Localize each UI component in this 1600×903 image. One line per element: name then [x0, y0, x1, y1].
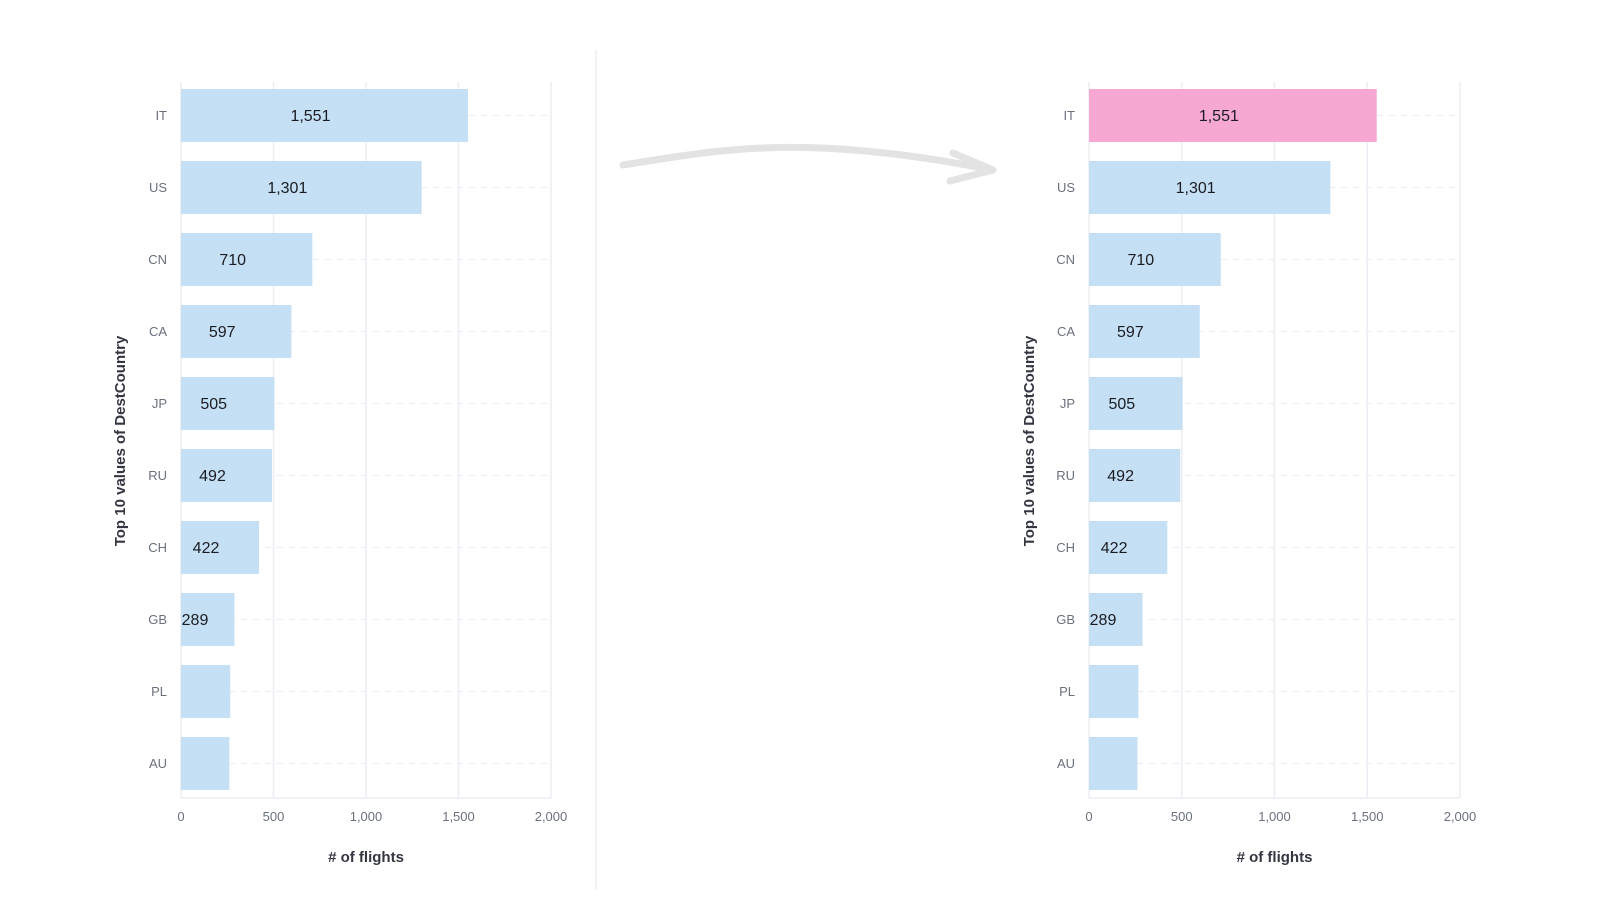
x-axis-title: # of flights	[328, 849, 404, 866]
x-tick-label: 500	[1171, 809, 1193, 824]
bar-value-label: 492	[1107, 468, 1134, 485]
x-tick-label: 500	[263, 809, 285, 824]
bar-cn	[181, 233, 313, 286]
y-tick-label: US	[1057, 180, 1075, 195]
x-axis-title: # of flights	[1237, 849, 1313, 866]
y-tick-label: GB	[148, 612, 167, 627]
y-tick-label: RU	[148, 468, 167, 483]
y-tick-label: GB	[1056, 612, 1075, 627]
y-tick-label: JP	[152, 396, 167, 411]
x-tick-label: 1,000	[1258, 809, 1291, 824]
bar-pl	[1089, 665, 1139, 718]
bar-value-label: 1,301	[267, 180, 307, 197]
bar-pl	[181, 665, 231, 718]
bar-value-label: 1,551	[1199, 108, 1239, 125]
bar-gb	[1089, 593, 1143, 646]
y-axis-title: Top 10 values of DestCountry	[112, 335, 129, 546]
bar-gb	[181, 593, 235, 646]
x-tick-label: 1,000	[350, 809, 383, 824]
y-tick-label: CH	[148, 540, 167, 555]
bar-au	[181, 737, 230, 790]
y-tick-label: PL	[151, 684, 167, 699]
y-tick-label: US	[149, 180, 167, 195]
y-tick-label: PL	[1059, 684, 1075, 699]
x-tick-label: 1,500	[442, 809, 475, 824]
bar-ca	[1089, 305, 1200, 358]
bar-chart-original: 0 500 1,000 1,500 2,000 IT 1,551 US 1,301 CN 710 CA…	[112, 82, 567, 866]
bar-us	[1089, 161, 1331, 214]
bar-value-label: 1,301	[1176, 180, 1216, 197]
bar-value-label: 289	[1090, 612, 1117, 629]
bar-au	[1089, 737, 1138, 790]
y-tick-label: CA	[1057, 324, 1075, 339]
x-tick-label: 0	[1085, 809, 1092, 824]
bar-value-label: 289	[182, 612, 209, 629]
bar-value-label: 597	[209, 324, 236, 341]
bar-jp	[1089, 377, 1183, 430]
bar-ch	[181, 521, 260, 574]
bar-ch	[1089, 521, 1168, 574]
y-tick-label: IT	[155, 108, 167, 123]
bar-chart-highlighted: 0 500 1,000 1,500 2,000 IT 1,551 US 1,301 CN 710 CA…	[1021, 82, 1476, 866]
bar-value-label: 710	[1128, 252, 1155, 269]
bar-value-label: 492	[199, 468, 226, 485]
y-tick-label: AU	[149, 756, 167, 771]
bar-cn	[1089, 233, 1221, 286]
bar-value-label: 422	[1101, 540, 1128, 557]
bar-value-label: 597	[1117, 324, 1144, 341]
bar-jp	[181, 377, 275, 430]
x-tick-label: 2,000	[535, 809, 568, 824]
bar-it	[181, 89, 468, 142]
bar-it	[1089, 89, 1377, 142]
x-tick-label: 0	[177, 809, 184, 824]
x-tick-label: 2,000	[1444, 809, 1477, 824]
y-tick-label: CN	[148, 252, 167, 267]
bar-value-label: 710	[219, 252, 246, 269]
y-tick-label: IT	[1063, 108, 1075, 123]
transition-arrow-icon	[619, 143, 997, 185]
bar-value-label: 422	[193, 540, 220, 557]
bar-value-label: 1,551	[290, 108, 330, 125]
y-tick-label: JP	[1060, 396, 1075, 411]
y-tick-label: CN	[1056, 252, 1075, 267]
bar-value-label: 505	[1108, 396, 1135, 413]
bar-ru	[1089, 449, 1181, 502]
bar-ca	[181, 305, 292, 358]
x-tick-label: 1,500	[1351, 809, 1384, 824]
y-tick-label: CA	[149, 324, 167, 339]
y-tick-label: CH	[1056, 540, 1075, 555]
y-axis-title: Top 10 values of DestCountry	[1021, 335, 1038, 546]
bar-value-label: 505	[200, 396, 227, 413]
y-tick-label: RU	[1056, 468, 1075, 483]
y-tick-label: AU	[1057, 756, 1075, 771]
bar-ru	[181, 449, 273, 502]
bar-us	[181, 161, 422, 214]
